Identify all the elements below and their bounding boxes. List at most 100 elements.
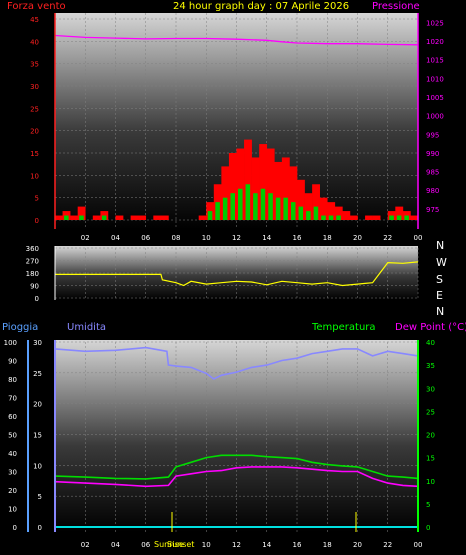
gust-bar	[312, 184, 320, 220]
compass-e: E	[436, 289, 443, 302]
pressure-series	[54, 34, 419, 46]
wind-x-tick-label: 08	[172, 234, 181, 242]
humidity-tick-label: 5	[38, 493, 42, 501]
direction-series	[55, 261, 419, 287]
temp-tick-label: 5	[426, 501, 430, 509]
humidity-axis-label: Umidita	[67, 322, 106, 333]
gust-bar	[153, 215, 162, 220]
pressure-tick-label: 995	[426, 131, 439, 139]
temperature-axis-label: Temperatura	[311, 322, 376, 333]
direction-tick-label: 360	[26, 245, 39, 253]
gust-bar	[365, 215, 373, 220]
wind-bar	[336, 215, 341, 220]
gust-bar	[281, 157, 290, 220]
wind-bar	[260, 188, 266, 220]
pressure-axis-label: Pressione	[372, 1, 420, 12]
wind-bar	[389, 215, 394, 220]
humidity-line	[54, 346, 419, 380]
rain-tick-label: 90	[8, 358, 17, 366]
wind-bar	[230, 193, 235, 220]
temp-x-tick-label: 12	[232, 541, 241, 549]
wind-bar	[268, 193, 273, 220]
wind-x-tick-label: 20	[353, 234, 362, 242]
gust-bar	[395, 206, 404, 220]
temp-tick-label: 35	[426, 362, 435, 370]
gust-bar	[259, 144, 268, 220]
temp-x-tick-label: 02	[81, 541, 90, 549]
wind-tick-label: 0	[35, 217, 39, 225]
gust-bar	[92, 215, 101, 220]
gust-bar	[70, 215, 78, 220]
temp-x-tick-label: 00	[414, 541, 423, 549]
gust-bar	[221, 166, 230, 220]
pressure-tick-label: 1000	[426, 113, 444, 121]
compass-n-top: N	[436, 239, 444, 252]
gust-bar	[55, 215, 63, 220]
wind-x-tick-label: 22	[383, 234, 392, 242]
wind-x-tick-label: 00	[414, 234, 423, 242]
gust-bar	[327, 202, 336, 220]
wind-bar	[396, 215, 402, 220]
gust-bar	[244, 139, 252, 220]
humidity-tick-label: 25	[33, 370, 42, 378]
rain-tick-label: 0	[13, 524, 17, 532]
humidity-tick-label: 30	[33, 339, 42, 347]
wind-tick-label: 20	[30, 128, 39, 136]
gust-bar	[342, 211, 351, 220]
wind-x-tick-label: 18	[323, 234, 332, 242]
wind-axis-label: Forza vento	[7, 1, 66, 12]
humidity-tick-label: 15	[33, 432, 42, 440]
temp-tick-label: 25	[426, 408, 435, 416]
direction-tick-label: 180	[26, 270, 39, 278]
humidity-tick-label: 20	[33, 401, 42, 409]
chart-title: 24 hour graph day : 07 Aprile 2026	[173, 1, 349, 12]
gust-bar	[349, 215, 358, 220]
temp-tick-label: 0	[426, 524, 430, 532]
pressure-tick-label: 1025	[426, 19, 444, 27]
gust-bar	[274, 161, 283, 220]
wind-tick-label: 35	[30, 61, 39, 69]
temp-x-tick-label: 14	[262, 541, 271, 549]
wind-bar	[290, 202, 296, 220]
wind-x-tick-label: 02	[81, 234, 90, 242]
rain-tick-label: 50	[8, 432, 17, 440]
humidity-tick-label: 10	[33, 462, 42, 470]
pressure-tick-label: 1020	[426, 38, 444, 46]
gust-bar	[228, 153, 237, 220]
wind-series	[55, 139, 419, 220]
temp-x-tick-label: 10	[202, 541, 211, 549]
compass-s: S	[436, 273, 443, 286]
gust-bar	[387, 211, 396, 220]
wind-tick-label: 25	[30, 105, 39, 113]
wind-bar	[245, 184, 251, 220]
gust-bar	[319, 197, 328, 220]
rain-tick-label: 60	[8, 413, 17, 421]
gust-bar	[160, 215, 169, 220]
rain-tick-label: 100	[4, 339, 17, 347]
temp-tick-label: 10	[426, 478, 435, 486]
temp-x-tick-label: 16	[293, 541, 302, 549]
temp-x-tick-label: 20	[353, 541, 362, 549]
temp-x-tick-label: 04	[111, 541, 120, 549]
wind-bar	[215, 202, 220, 220]
rain-tick-label: 80	[8, 376, 17, 384]
gust-bar	[402, 211, 411, 220]
wind-bar	[306, 211, 311, 220]
pressure-tick-label: 1005	[426, 94, 444, 102]
rain-tick-label: 20	[8, 487, 17, 495]
pressure-tick-label: 980	[426, 187, 439, 195]
humidity-tick-label: 0	[38, 524, 42, 532]
gust-bar	[334, 206, 343, 220]
sunset-label: Sunset	[167, 540, 194, 549]
wind-bar	[298, 206, 304, 220]
gust-bar	[251, 157, 260, 220]
tick-labels: 0510152025303540459759809859909951000100…	[4, 16, 444, 549]
pressure-tick-label: 990	[426, 150, 439, 158]
wind-bar	[328, 215, 334, 220]
pressure-tick-label: 1010	[426, 75, 444, 83]
temp-tick-label: 40	[426, 339, 435, 347]
compass-n-bottom: N	[436, 305, 444, 318]
wind-bar	[207, 211, 213, 220]
wind-bar	[222, 197, 228, 220]
